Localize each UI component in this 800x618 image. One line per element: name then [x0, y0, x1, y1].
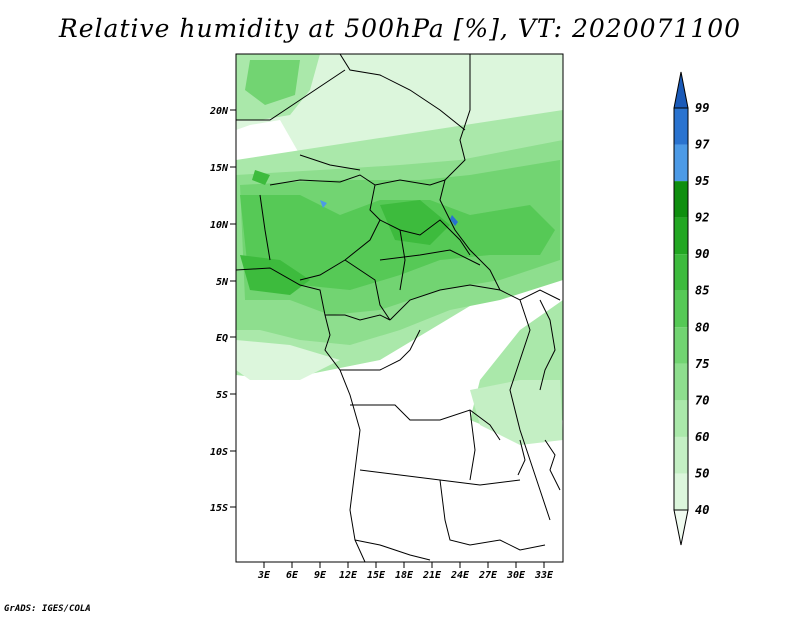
colorbar-label: 90 — [695, 247, 709, 261]
lon-tick: 3E — [257, 570, 271, 581]
colorbar-label: 99 — [695, 101, 709, 115]
lat-tick: 10N — [210, 220, 229, 231]
colorbar-label: 60 — [695, 430, 709, 444]
lat-tick: 15S — [210, 503, 228, 514]
colorbar-label: 70 — [695, 393, 709, 407]
lat-tick: 5S — [216, 390, 228, 401]
lon-tick: 18E — [395, 570, 414, 581]
plot-area — [235, 53, 564, 563]
colorbar-bin — [673, 509, 689, 546]
colorbar-label: 97 — [695, 138, 710, 152]
lon-tick: 9E — [314, 570, 327, 581]
colorbar-label: 50 — [695, 466, 709, 480]
lon-tick: 24E — [450, 570, 470, 581]
lon-axis: 3E 6E 9E 12E 15E 18E 21E 24E 27E 30E 33E — [257, 562, 554, 581]
colorbar-label: 40 — [695, 503, 709, 517]
colorbar-bin — [674, 144, 688, 182]
colorbar-bin — [674, 400, 688, 437]
lon-tick: 15E — [367, 570, 386, 581]
colorbar-bin — [674, 254, 688, 291]
colorbar-bin — [674, 473, 688, 510]
colorbar-label: 75 — [695, 357, 709, 371]
lon-tick: 6E — [286, 570, 299, 581]
colorbar-bin — [674, 108, 688, 145]
lat-tick: EQ — [216, 333, 228, 344]
lat-tick: 20N — [209, 106, 229, 117]
borders — [236, 54, 561, 562]
lat-tick: 10S — [210, 447, 228, 458]
colorbar-bin — [674, 181, 688, 218]
colorbar-label: 95 — [695, 174, 709, 188]
colorbar-bin — [673, 71, 689, 109]
lon-tick: 12E — [339, 570, 358, 581]
plot-frame — [235, 53, 564, 563]
colorbar: 40 50 60 70 75 80 85 90 92 95 97 99 — [673, 71, 710, 546]
lon-tick: 21E — [422, 570, 442, 581]
lon-tick: 27E — [478, 570, 498, 581]
colorbar-bin — [674, 290, 688, 328]
colorbar-bin — [674, 327, 688, 364]
colorbar-bin — [674, 217, 688, 255]
colorbar-label: 80 — [695, 320, 709, 334]
lat-tick: 15N — [210, 163, 229, 174]
footer-credit: GrADS: IGES/COLA — [4, 604, 91, 614]
colorbar-label: 85 — [695, 284, 709, 298]
map-title: Relative humidity at 500hPa [%], VT: 202… — [58, 14, 742, 43]
colorbar-bin — [674, 436, 688, 474]
lon-tick: 30E — [506, 570, 526, 581]
colorbar-label: 92 — [695, 211, 709, 225]
lat-axis: 20N 15N 10N 5N EQ 5S 10S 15S — [209, 106, 236, 514]
colorbar-bin — [674, 363, 688, 401]
colorbar-outline — [673, 107, 689, 511]
lon-tick: 33E — [534, 570, 554, 581]
lat-tick: 5N — [216, 277, 229, 288]
humidity-field — [236, 54, 563, 445]
